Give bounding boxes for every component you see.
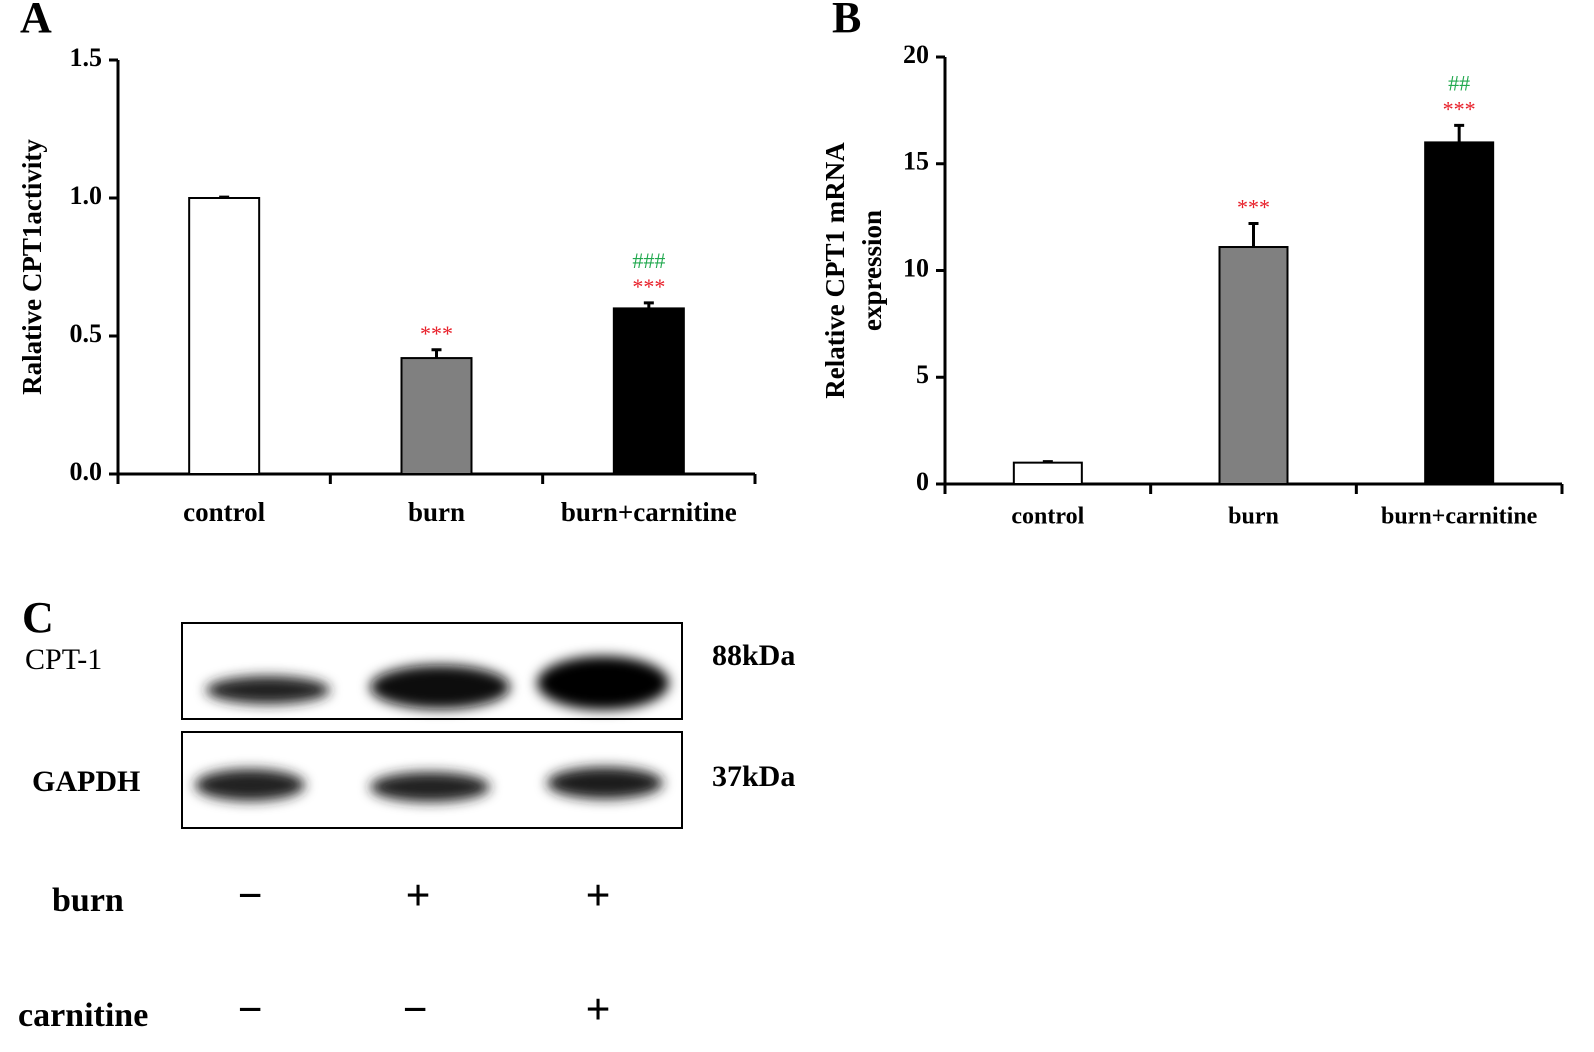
x-tick-label: burn+carnitine (1381, 504, 1538, 530)
size-label: 37kDa (712, 760, 795, 793)
y-tick-label: 1.0 (70, 181, 103, 210)
bar (612, 307, 685, 475)
bar (400, 357, 473, 475)
bar (1012, 461, 1083, 485)
panel-label: B (832, 0, 861, 42)
y-tick-label: 20 (903, 40, 929, 69)
significance-mark: *** (1237, 195, 1270, 220)
panel-label: C (22, 593, 54, 642)
x-tick-label: burn (408, 497, 465, 527)
condition-sign: + (585, 871, 610, 920)
x-tick-label: control (183, 497, 265, 527)
condition-sign: − (237, 985, 262, 1034)
y-tick-label: 10 (903, 253, 929, 282)
x-tick-label: control (1011, 504, 1084, 530)
y-axis-label: Relative CPT1 mRNA (820, 142, 850, 399)
condition-label: burn (52, 882, 124, 919)
condition-sign: + (405, 871, 430, 920)
protein-label: GAPDH (32, 765, 140, 798)
significance-mark: *** (632, 274, 665, 299)
y-axis-label: expression (857, 210, 887, 331)
size-label: 88kDa (712, 639, 795, 672)
y-axis-label: Ralative CPT1activity (17, 139, 47, 395)
error-bar (219, 195, 230, 199)
bar (1218, 246, 1289, 485)
error-bar (431, 348, 442, 359)
error-bar (1042, 460, 1053, 464)
error-bar (1248, 222, 1259, 248)
bands (195, 656, 669, 802)
significance-mark: *** (1443, 96, 1476, 121)
y-tick-label: 0 (916, 467, 929, 496)
comparison-mark: ### (632, 248, 665, 273)
condition-sign: + (585, 985, 610, 1034)
x-tick-label: burn (1228, 504, 1279, 530)
blot-panel: C CPT-1 88kDa GAPDH 37kDa burn − + + car… (18, 593, 795, 1034)
x-tick-label: burn+carnitine (561, 497, 737, 527)
condition-sign: − (402, 985, 427, 1034)
protein-label: CPT-1 (25, 643, 102, 676)
y-tick-label: 5 (916, 360, 929, 389)
y-tick-label: 15 (903, 147, 929, 176)
y-tick-label: 0.0 (70, 457, 103, 486)
y-tick-label: 1.5 (70, 43, 103, 72)
panel-label: A (20, 0, 52, 42)
condition-label: carnitine (18, 997, 148, 1034)
comparison-mark: ## (1448, 70, 1470, 95)
error-bar (1454, 123, 1465, 143)
bar (1424, 141, 1495, 485)
significance-mark: *** (420, 321, 453, 346)
bar (188, 197, 261, 475)
y-tick-label: 0.5 (70, 319, 103, 348)
condition-sign: − (237, 871, 262, 920)
error-bar (643, 301, 654, 309)
